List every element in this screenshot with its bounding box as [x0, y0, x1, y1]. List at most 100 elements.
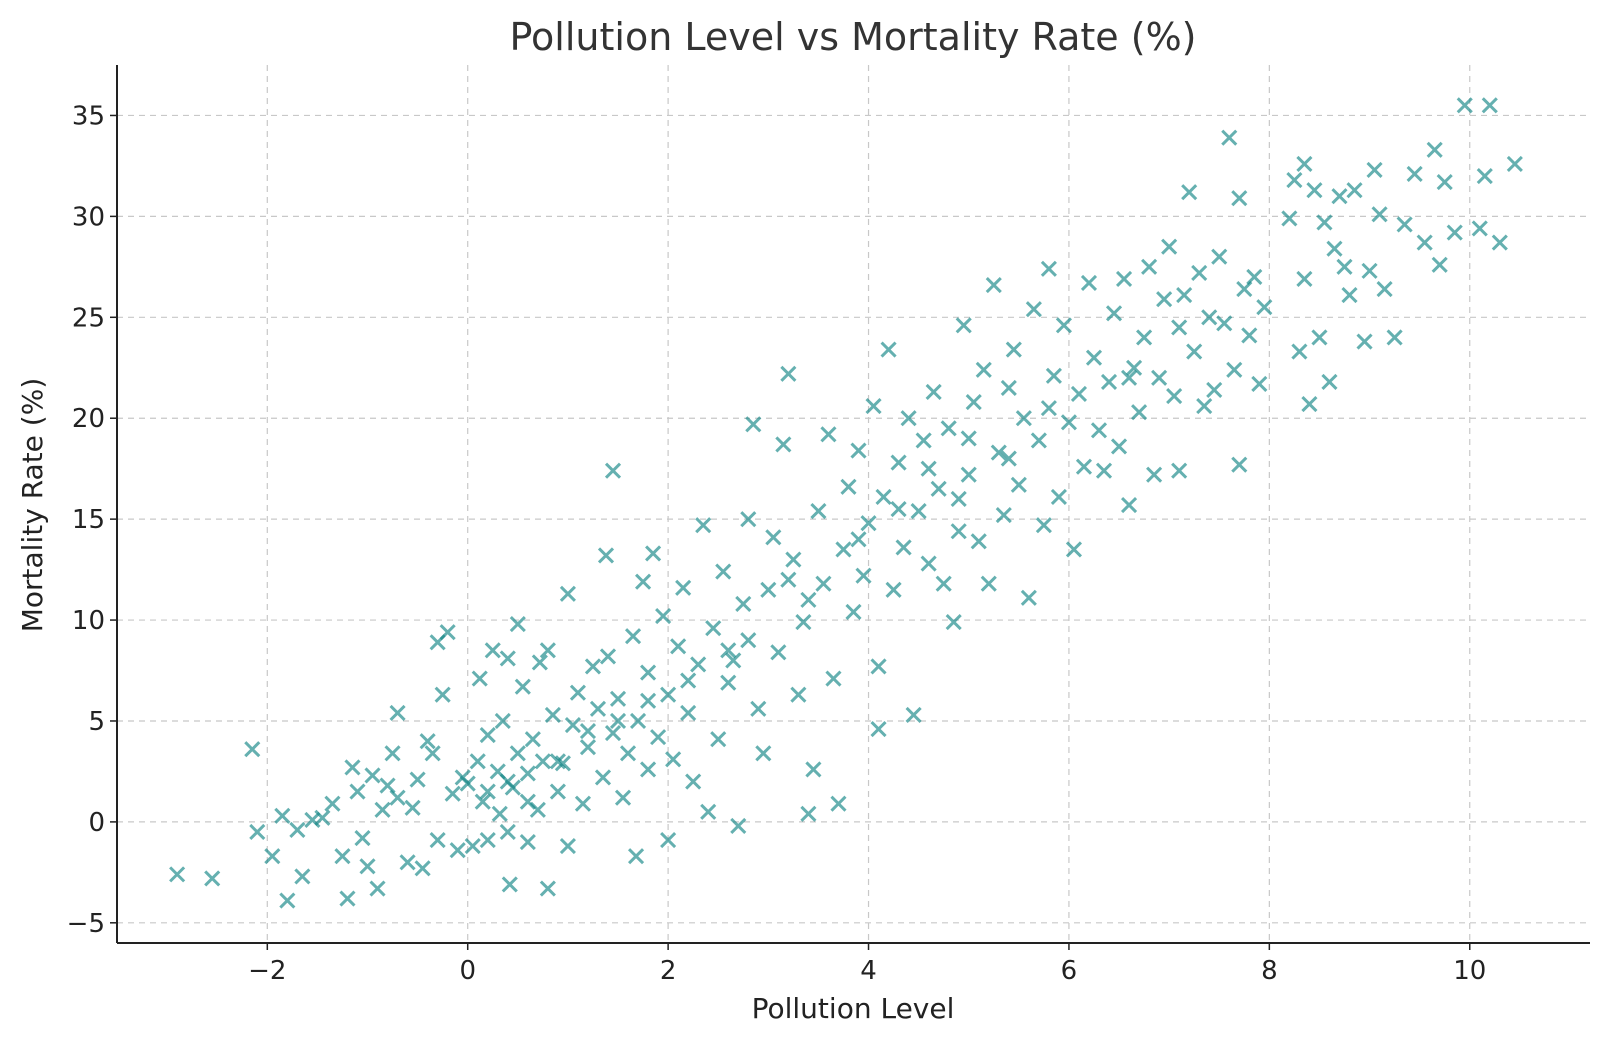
data-point	[169, 866, 186, 883]
data-point	[1476, 167, 1493, 185]
data-point	[1020, 589, 1037, 606]
data-point	[1211, 248, 1228, 265]
data-point	[1481, 97, 1498, 114]
data-point	[725, 652, 742, 669]
data-point	[840, 478, 857, 495]
data-point	[885, 581, 902, 598]
data-point	[494, 712, 511, 730]
data-point	[1321, 373, 1338, 390]
data-point	[850, 442, 867, 459]
data-point	[1306, 182, 1323, 199]
data-point	[1206, 381, 1223, 399]
x-axis-label: Pollution Level	[752, 992, 955, 1025]
data-point	[975, 361, 992, 378]
data-point	[750, 700, 767, 717]
data-point	[930, 480, 947, 497]
data-point	[845, 603, 862, 621]
data-point	[1386, 329, 1403, 346]
data-point	[990, 444, 1007, 461]
data-point	[960, 430, 977, 447]
data-point	[755, 745, 772, 762]
data-point	[735, 595, 752, 612]
data-point	[920, 460, 937, 477]
data-point	[339, 890, 356, 907]
data-point	[619, 745, 637, 762]
data-point	[1326, 240, 1343, 257]
x-tick-label: 2	[660, 956, 677, 986]
data-point	[1426, 141, 1443, 158]
data-point	[491, 805, 508, 822]
data-point	[985, 276, 1002, 294]
data-point	[810, 503, 827, 520]
data-point	[1361, 262, 1378, 279]
data-point	[715, 563, 732, 580]
data-point	[1246, 268, 1263, 285]
data-point	[680, 672, 697, 689]
data-point	[745, 416, 762, 433]
data-point	[950, 523, 967, 540]
data-point	[1376, 280, 1393, 298]
data-point	[830, 795, 847, 812]
axes	[116, 65, 1590, 944]
data-point	[384, 745, 401, 762]
data-point	[1366, 161, 1383, 179]
data-point	[1336, 258, 1353, 275]
data-point	[945, 614, 962, 631]
data-point	[399, 854, 416, 871]
data-point	[609, 712, 627, 730]
data-point	[349, 783, 366, 800]
data-point	[519, 793, 536, 810]
data-point	[1000, 450, 1017, 467]
data-point	[409, 771, 426, 788]
data-point	[690, 656, 707, 673]
data-point	[980, 575, 997, 592]
data-point	[740, 511, 757, 528]
data-point	[1025, 301, 1042, 318]
data-point	[579, 723, 597, 740]
data-point	[484, 642, 501, 659]
data-point	[479, 727, 496, 744]
data-point	[740, 632, 757, 649]
data-point	[1346, 182, 1363, 199]
data-point	[524, 731, 541, 748]
y-tick-label: 30	[72, 202, 105, 232]
data-point	[760, 581, 777, 598]
data-points	[169, 97, 1523, 909]
x-tick-label: −2	[248, 956, 286, 986]
data-point	[860, 515, 877, 532]
data-point	[1166, 387, 1183, 405]
data-point	[369, 880, 386, 897]
data-point	[1181, 184, 1198, 201]
data-point	[1286, 171, 1303, 189]
data-point	[404, 799, 421, 816]
data-point	[624, 628, 642, 645]
data-point	[614, 789, 632, 806]
data-point	[730, 817, 747, 834]
data-point	[1311, 329, 1328, 346]
data-point	[579, 739, 597, 756]
data-point	[419, 733, 436, 750]
data-point	[640, 761, 657, 778]
data-point	[1040, 260, 1057, 277]
data-point	[604, 462, 622, 479]
data-point	[640, 664, 657, 681]
data-point	[685, 773, 702, 790]
data-point	[785, 551, 802, 568]
data-point	[249, 823, 266, 841]
data-point	[1015, 410, 1032, 427]
data-point	[519, 765, 536, 782]
data-point	[389, 789, 406, 806]
data-point	[890, 500, 907, 518]
data-point	[324, 795, 341, 812]
data-point	[1110, 438, 1128, 455]
data-point	[1070, 385, 1088, 403]
data-point	[660, 832, 677, 849]
data-point	[865, 398, 882, 415]
data-point	[474, 793, 491, 810]
data-point	[1301, 396, 1318, 413]
axis-ticks: −2 0 2 4 6 8 10 −5 0 5 10 15 20 25 30 35	[67, 101, 1487, 986]
data-point	[374, 801, 391, 818]
y-tick-label: 0	[88, 808, 105, 838]
data-point	[790, 686, 807, 703]
data-point	[549, 753, 566, 770]
